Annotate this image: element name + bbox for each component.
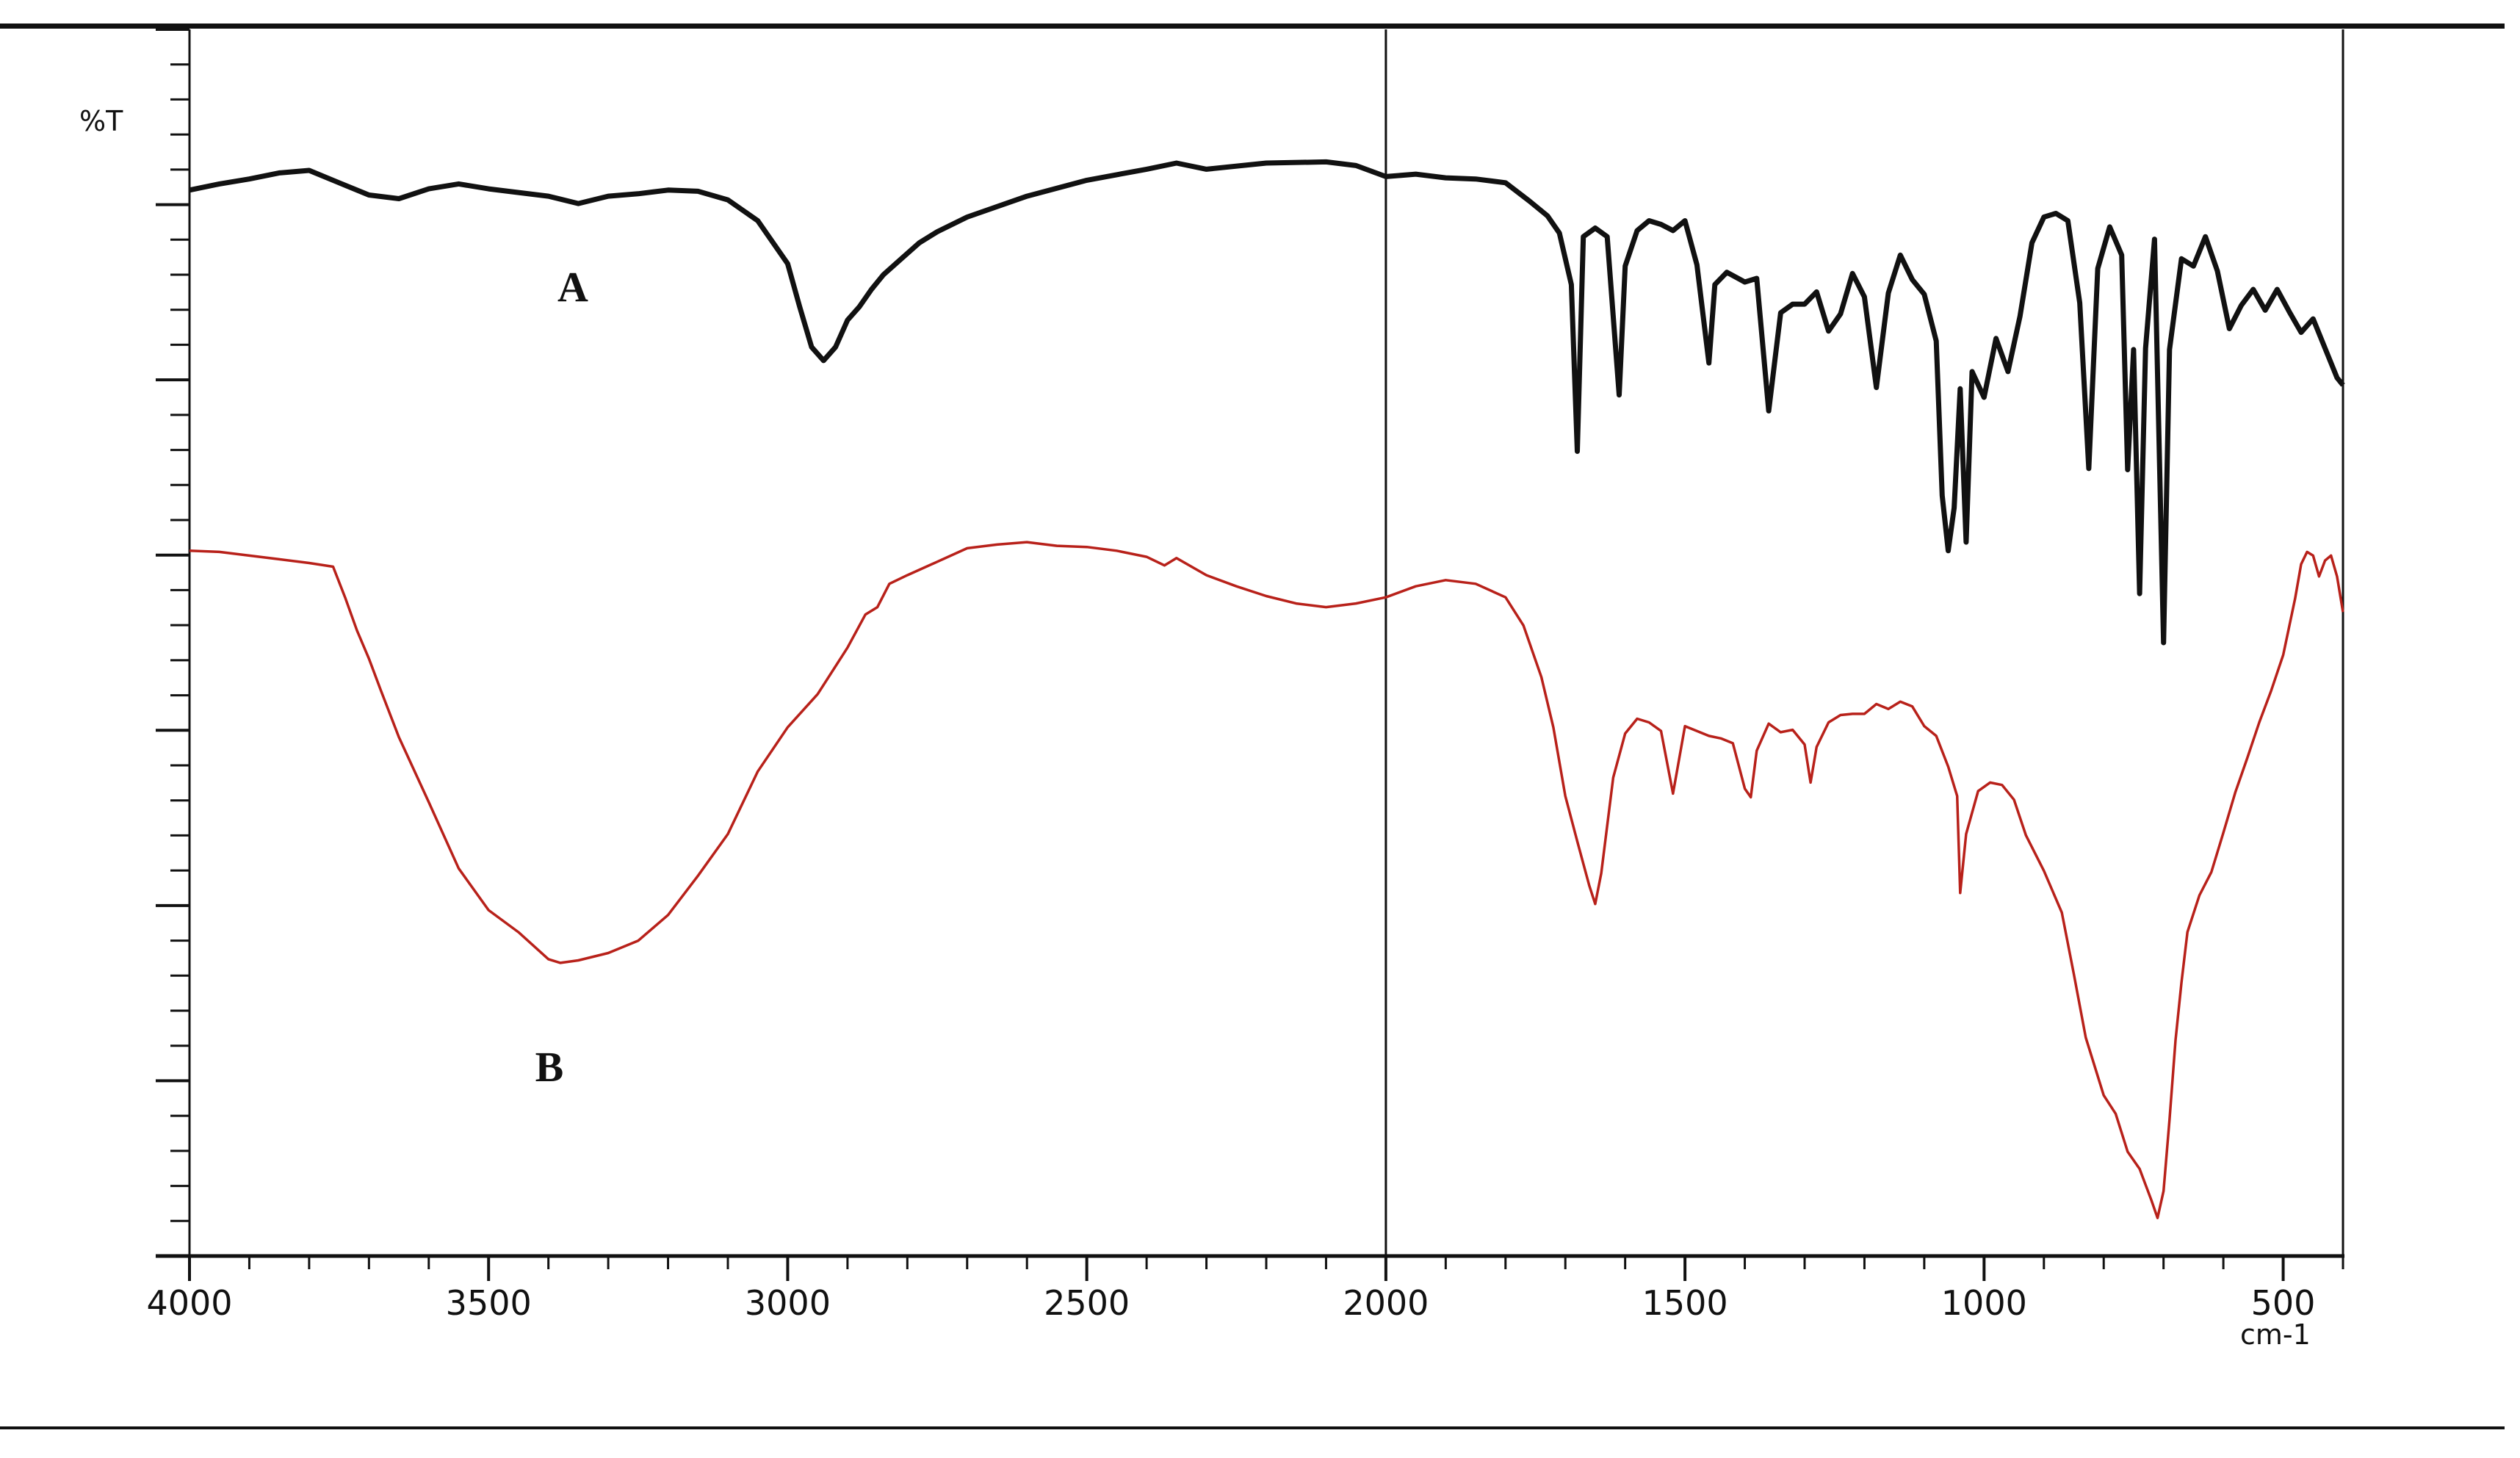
x-tick-label: 3000 [745, 1283, 831, 1323]
x-tick-label: 2500 [1044, 1283, 1130, 1323]
x-tick-label: 2000 [1343, 1283, 1429, 1323]
x-tick-label: 1500 [1642, 1283, 1728, 1323]
series-label: A [557, 263, 588, 311]
top-border [0, 24, 2505, 29]
series-layer: AB [189, 159, 2345, 1219]
y-axis-label: %T [79, 105, 123, 137]
series-b-line [189, 541, 2344, 1219]
y-axis-ticks [156, 28, 189, 1257]
x-axis-unit-label: cm-1 [2240, 1318, 2311, 1351]
x-tick-label: 500 [2251, 1283, 2316, 1323]
series-a-line [189, 159, 2345, 646]
x-tick-label: 1000 [1941, 1283, 2027, 1323]
series-label: B [535, 1043, 564, 1091]
x-tick-label: 4000 [146, 1283, 232, 1323]
x-axis-ticks: 4000 3500 3000 2500 2000 1500 1000 500 [146, 1256, 2344, 1323]
bottom-border [0, 1426, 2505, 1429]
x-tick-label: 3500 [446, 1283, 532, 1323]
plot-frame [156, 29, 2344, 1258]
